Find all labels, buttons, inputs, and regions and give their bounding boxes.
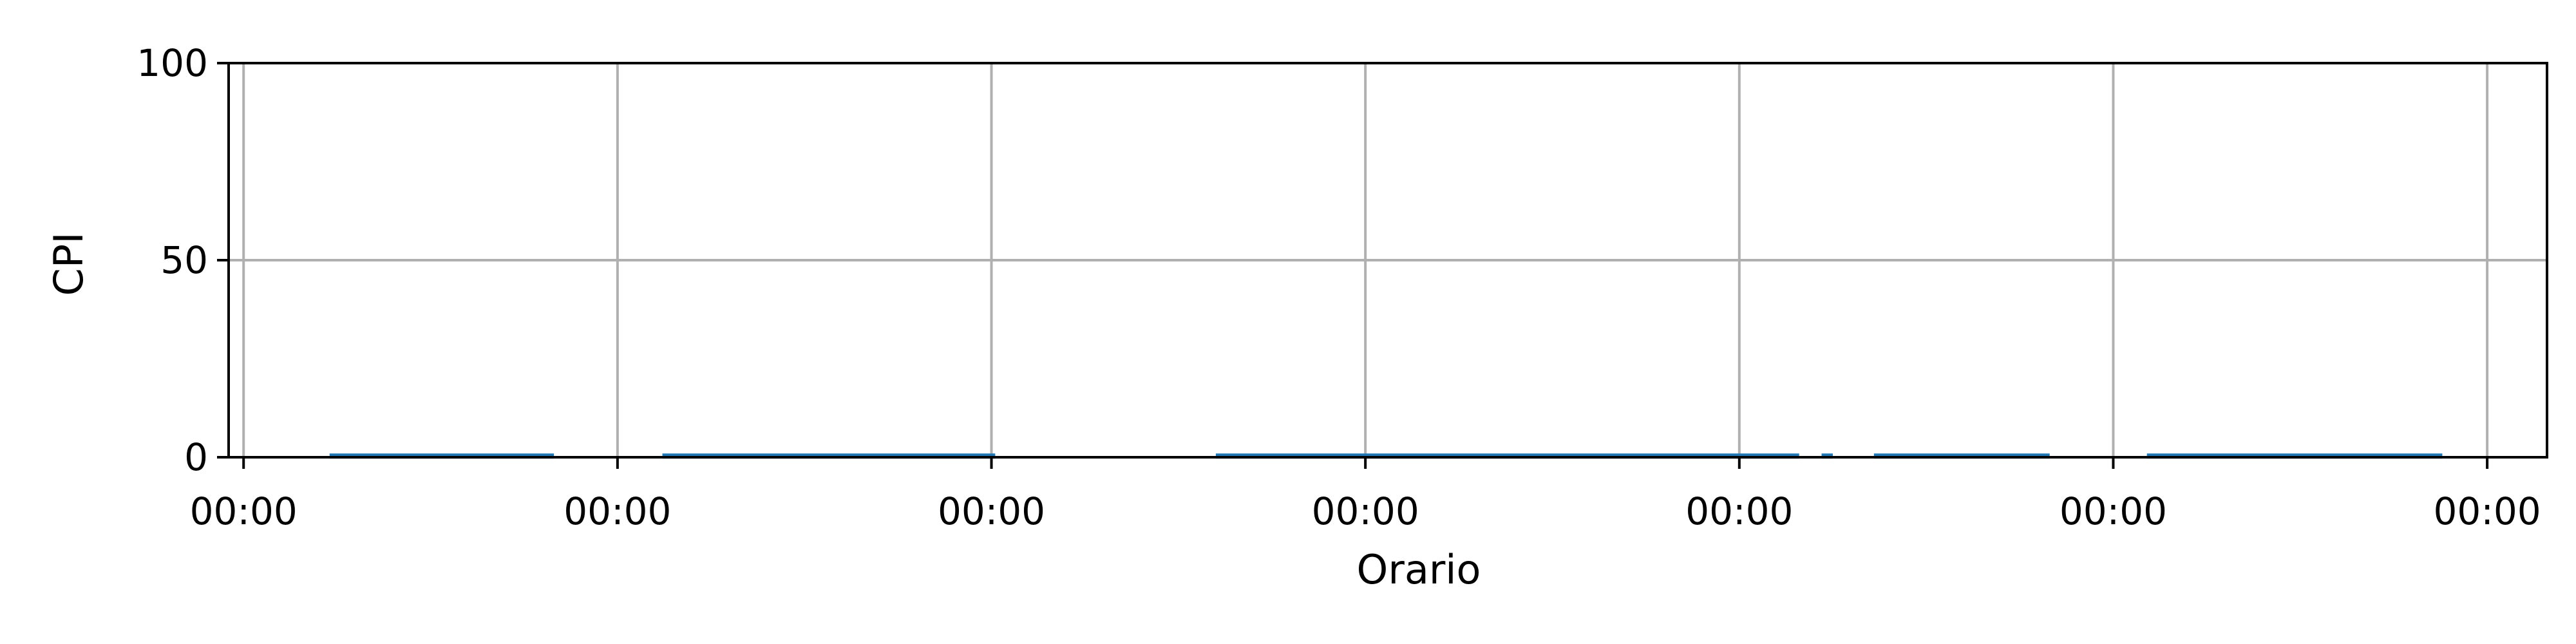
x-tick-label: 00:00 [938, 489, 1045, 533]
x-tick-label: 00:00 [190, 489, 298, 533]
x-axis-label: Orario [1357, 546, 1481, 593]
y-axis-label: CPI [45, 232, 92, 296]
labels-layer: Orario CPI 00:00 00:00 00:00 00:00 00:00 00:0… [45, 41, 2541, 593]
x-tick-label: 00:00 [1312, 489, 1419, 533]
x-tick-label: 00:00 [2060, 489, 2167, 533]
x-tick-label: 00:00 [564, 489, 671, 533]
y-tick-label: 100 [137, 41, 208, 85]
x-tick-label: 00:00 [2434, 489, 2541, 533]
y-tick-label: 50 [160, 238, 208, 282]
grid-layer [229, 62, 2547, 459]
y-tick-label: 0 [184, 435, 208, 479]
x-tick-label: 00:00 [1685, 489, 1793, 533]
axes-layer [217, 62, 2548, 469]
